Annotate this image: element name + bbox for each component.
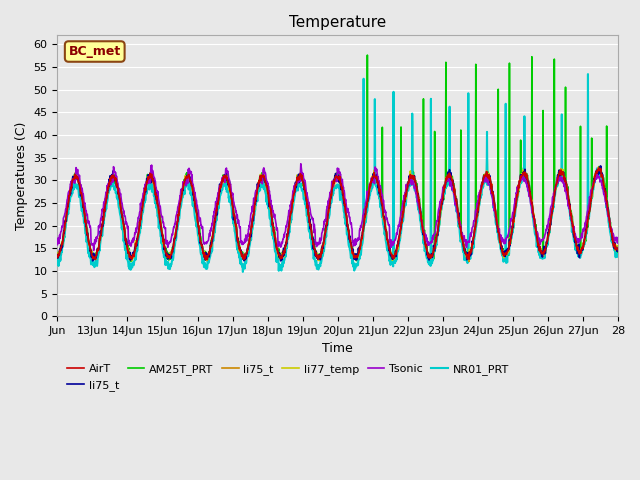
Title: Temperature: Temperature: [289, 15, 387, 30]
X-axis label: Time: Time: [323, 342, 353, 355]
Legend: AirT, li75_t, AM25T_PRT, li75_t, li77_temp, Tsonic, NR01_PRT: AirT, li75_t, AM25T_PRT, li75_t, li77_te…: [63, 360, 513, 395]
Text: BC_met: BC_met: [68, 45, 121, 58]
Y-axis label: Temperatures (C): Temperatures (C): [15, 122, 28, 230]
